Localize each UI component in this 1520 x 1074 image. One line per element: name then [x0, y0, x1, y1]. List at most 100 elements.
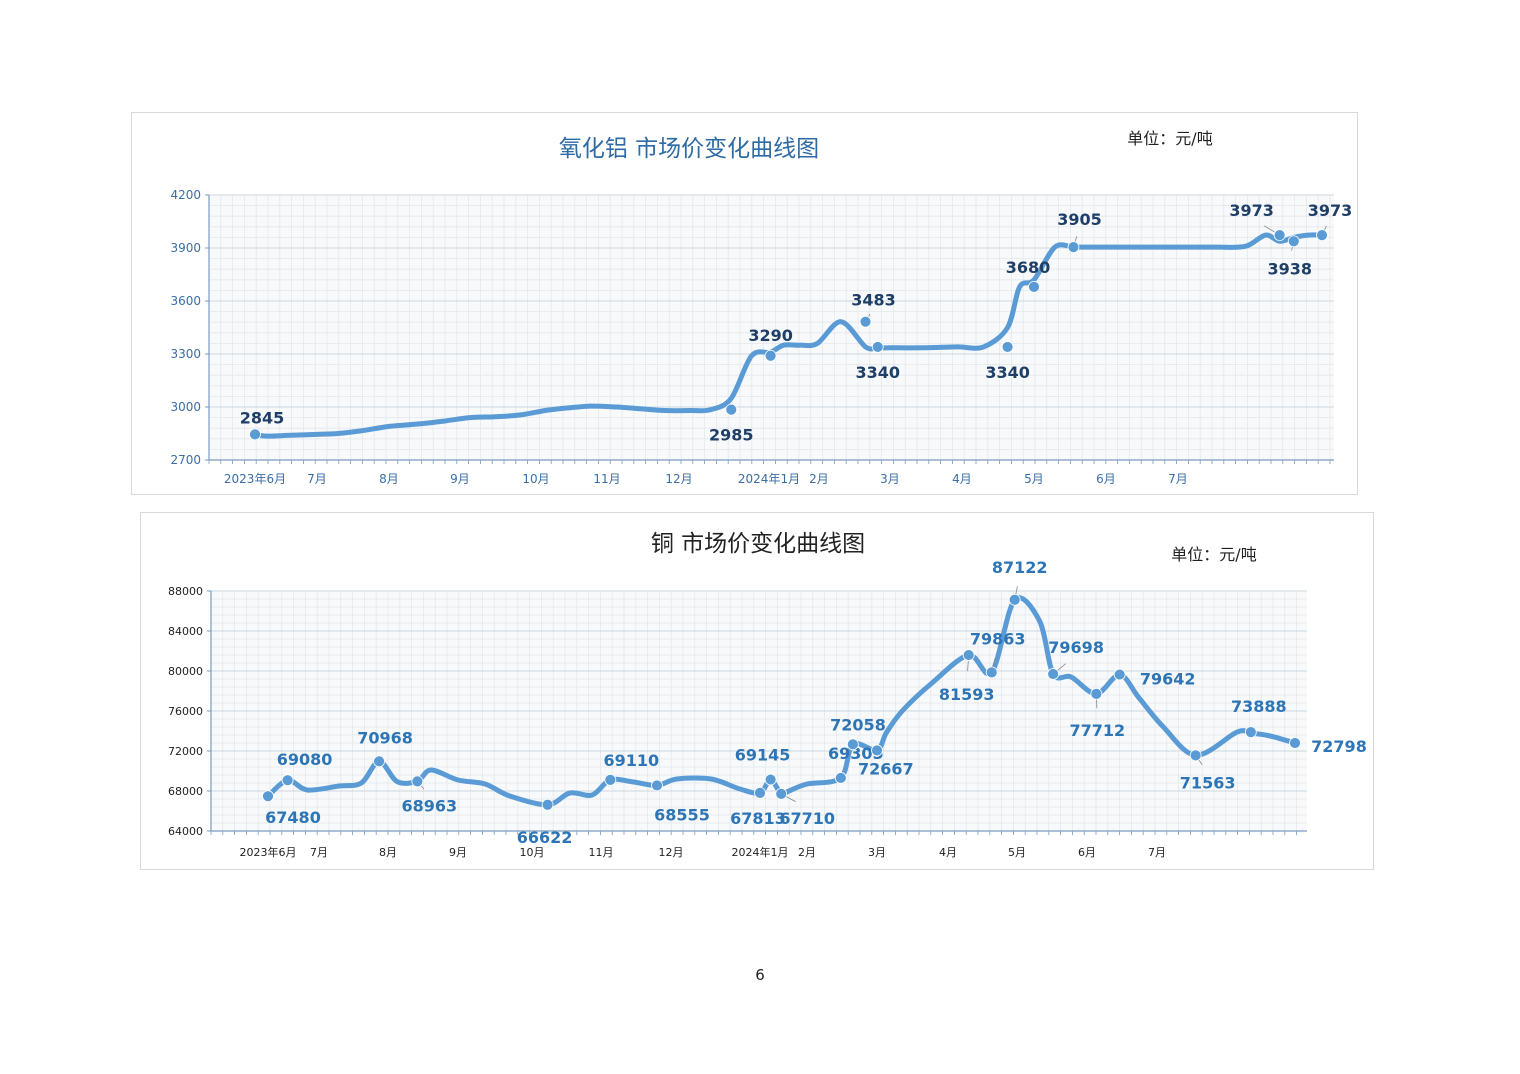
data-label: 72798 — [1311, 737, 1367, 756]
x-tick-label: 12月 — [659, 846, 684, 859]
data-point-marker — [1001, 341, 1014, 353]
x-tick-label: 2023年6月 — [240, 845, 297, 859]
data-point-marker — [411, 775, 424, 788]
x-tick-label: 5月 — [1008, 846, 1026, 859]
data-point-marker — [1047, 668, 1060, 680]
data-label: 3290 — [748, 326, 793, 345]
data-label: 3973 — [1229, 201, 1274, 220]
data-point-marker — [871, 341, 884, 353]
y-tick-label: 4200 — [170, 188, 201, 202]
data-point-marker — [651, 779, 663, 792]
data-label: 68555 — [654, 805, 710, 824]
data-label: 2985 — [709, 426, 754, 445]
data-point-marker — [1287, 235, 1300, 248]
y-tick-label: 84000 — [168, 625, 203, 638]
x-tick-label: 3月 — [880, 472, 900, 486]
data-label: 79863 — [970, 629, 1026, 648]
series-line — [252, 232, 1325, 439]
x-tick-label: 2024年1月 — [732, 845, 789, 859]
x-tick-label: 7月 — [1148, 846, 1166, 859]
alumina-chart-panel: 2700 3000 3300 3600 3900 4200 2023年6月 7月 8月 9月 10月… — [131, 112, 1358, 495]
data-label: 73888 — [1231, 697, 1287, 716]
data-label: 3340 — [985, 363, 1030, 382]
data-label: 79642 — [1140, 670, 1196, 689]
data-point-marker — [846, 738, 859, 751]
data-label: 71563 — [1180, 773, 1236, 792]
data-point-marker — [373, 755, 385, 768]
x-tick-label: 2月 — [798, 846, 816, 859]
data-point-marker — [1067, 241, 1080, 254]
x-tick-label: 11月 — [589, 846, 614, 859]
y-tick-label: 3900 — [170, 241, 201, 255]
data-label: 3973 — [1308, 201, 1353, 220]
data-label: 68963 — [402, 796, 458, 815]
unit-label: 单位：元/吨 — [1127, 129, 1212, 148]
data-point-marker — [985, 666, 998, 679]
data-label: 2845 — [240, 408, 285, 427]
x-tick-label: 12月 — [665, 472, 692, 486]
unit-label: 单位：元/吨 — [1171, 545, 1256, 564]
data-point-marker — [764, 349, 777, 362]
x-tick-label: 4月 — [939, 846, 957, 859]
data-label: 72058 — [830, 715, 886, 734]
data-point-marker — [859, 315, 872, 328]
y-tick-label: 3300 — [170, 347, 201, 361]
data-point-marker — [1273, 229, 1286, 242]
x-tick-label: 7月 — [1168, 472, 1188, 486]
data-label: 3938 — [1267, 259, 1312, 278]
x-tick-label: 8月 — [379, 472, 399, 486]
data-label: 67813 — [730, 809, 786, 828]
data-point-marker — [1289, 737, 1301, 749]
data-point-marker — [1113, 668, 1126, 681]
data-point-marker — [962, 649, 975, 661]
data-label: 3483 — [851, 291, 896, 310]
x-tick-label: 4月 — [952, 472, 972, 486]
data-point-marker — [1316, 229, 1328, 242]
data-point-marker — [281, 774, 294, 787]
x-tick-label: 11月 — [593, 472, 620, 486]
data-label: 81593 — [939, 685, 995, 704]
x-tick-label: 3月 — [868, 846, 886, 859]
data-label: 3340 — [855, 363, 900, 382]
data-point-marker — [1028, 280, 1040, 293]
y-tick-label: 3600 — [170, 294, 201, 308]
data-point-marker — [754, 786, 766, 799]
page-number: 6 — [755, 966, 765, 984]
data-label: 3905 — [1057, 210, 1102, 229]
data-label: 77712 — [1069, 721, 1125, 740]
plot-area — [209, 195, 1334, 460]
data-point-marker — [764, 773, 777, 786]
chart-title: 铜 市场价变化曲线图 — [651, 531, 865, 557]
data-label: 69110 — [603, 751, 659, 770]
data-label: 70968 — [357, 728, 413, 747]
data-point-marker — [871, 744, 883, 757]
data-label: 69305 — [828, 744, 884, 763]
x-tick-label: 5月 — [1024, 472, 1044, 486]
data-label: 3680 — [1006, 258, 1051, 277]
y-tick-label: 68000 — [168, 785, 203, 798]
y-tick-label: 3000 — [170, 400, 201, 414]
x-tick-label: 7月 — [310, 846, 328, 859]
x-tick-label: 6月 — [1078, 846, 1096, 859]
y-tick-label: 64000 — [168, 825, 203, 838]
data-point-marker — [262, 790, 274, 803]
data-point-marker — [725, 403, 738, 416]
x-tick-label: 8月 — [379, 846, 397, 859]
data-label: 69145 — [735, 746, 791, 765]
y-tick-label: 72000 — [168, 745, 203, 758]
x-tick-label: 2月 — [809, 472, 829, 486]
data-point-marker — [1244, 726, 1257, 739]
y-tick-label: 2700 — [170, 453, 201, 467]
alumina-price-chart: 2700 3000 3300 3600 3900 4200 2023年6月 7月 8月 9月 10月… — [170, 129, 1353, 486]
data-label: 67480 — [265, 808, 321, 827]
y-tick-label: 80000 — [168, 665, 203, 678]
x-tick-label: 9月 — [450, 472, 470, 486]
copper-price-chart: 64000 68000 72000 76000 80000 84000 88000 2023年… — [168, 531, 1367, 859]
data-label: 79698 — [1048, 638, 1104, 657]
data-point-marker — [1189, 749, 1202, 762]
x-tick-label: 10月 — [520, 846, 545, 859]
x-tick-label: 10月 — [522, 472, 549, 486]
data-point-marker — [834, 772, 847, 784]
y-tick-label: 88000 — [168, 585, 203, 598]
data-point-marker — [775, 787, 788, 800]
